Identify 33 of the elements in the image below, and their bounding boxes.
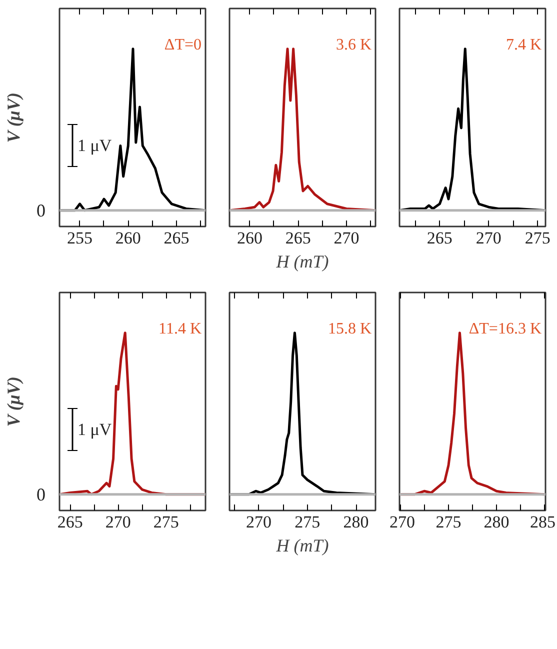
annotation: 7.4 K [506,36,542,54]
y-axis-title: V (μV) [4,376,24,427]
text: 0 [36,484,46,504]
x-axis-title: H (mT) [275,252,329,272]
x-tick-label: 260 [237,228,263,248]
annotation: 15.8 K [328,320,372,338]
x-tick-label: 280 [343,512,369,532]
x-tick-label: 275 [524,228,550,248]
x-tick-label: 285 [530,512,556,532]
x-tick-label: 265 [426,228,452,248]
x-tick-label: 265 [57,512,83,532]
x-tick-label: 270 [334,228,360,248]
annotation: 11.4 K [158,320,202,338]
annotation: 1 μV [78,136,112,155]
x-tick-label: 270 [246,512,272,532]
annotation: 3.6 K [336,36,372,54]
x-tick-label: 280 [484,512,510,532]
y-axis-title: V (μV) [4,92,24,143]
x-tick-label: 270 [476,228,502,248]
annotation: ΔT=16.3 K [468,320,542,338]
annotation: ΔT=0 [164,36,202,54]
x-tick-label: 260 [115,228,141,248]
x-tick-label: 265 [285,228,311,248]
x-tick-label: 270 [105,512,131,532]
x-axis-title: H (mT) [275,536,329,556]
x-tick-label: 275 [153,512,179,532]
x-tick-label: 275 [436,512,462,532]
x-tick-label: 275 [294,512,320,532]
x-tick-label: 265 [164,228,190,248]
x-tick-label: 255 [67,228,93,248]
x-tick-label: 270 [390,512,415,532]
text: 0 [36,200,46,220]
annotation: 1 μV [78,420,112,439]
